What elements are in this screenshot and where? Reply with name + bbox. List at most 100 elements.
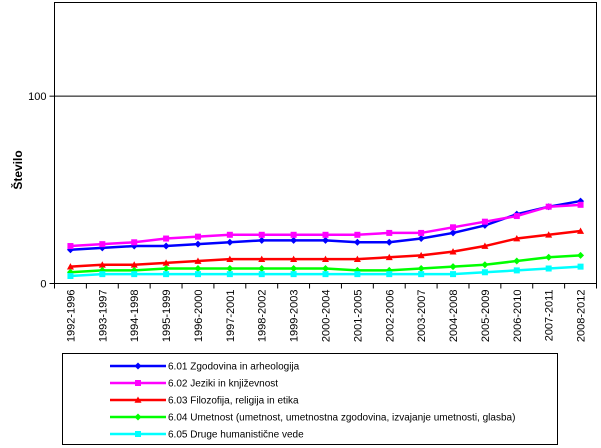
data-point [226, 238, 234, 246]
y-axis-label: Število [10, 150, 25, 189]
data-point [322, 271, 329, 278]
legend-label: 6.05 Druge humanistične vede [168, 430, 304, 441]
data-point [290, 265, 298, 273]
data-point [353, 238, 361, 246]
data-point [290, 271, 297, 278]
data-point [513, 235, 521, 242]
data-point [67, 273, 74, 280]
x-tick-label: 2007-2011 [544, 290, 556, 342]
data-point [322, 236, 329, 244]
x-tick-label: 2002-2006 [384, 290, 396, 343]
data-point [418, 271, 425, 278]
data-point [162, 242, 170, 250]
data-point [226, 265, 234, 273]
x-tick-label: 1998-2002 [257, 290, 269, 343]
data-point [354, 231, 361, 238]
data-point [290, 236, 298, 244]
x-tick-label: 1997-2001 [225, 290, 237, 343]
y-tick-label: 0 [40, 279, 46, 291]
series-2 [67, 201, 584, 250]
x-axis: 1992-1996 1993-1997 1994-1998 1995-1999 1996… [54, 283, 597, 343]
x-tick-label: 2008-2012 [576, 290, 588, 343]
data-point [354, 271, 361, 278]
data-point [194, 257, 202, 264]
data-point [194, 271, 201, 278]
series-3 [66, 227, 585, 270]
data-point [194, 265, 202, 273]
data-point [513, 267, 520, 274]
data-point [385, 238, 393, 246]
data-point [131, 271, 138, 278]
x-tick-label: 2003-2007 [416, 290, 428, 343]
data-point [545, 203, 552, 210]
data-point [418, 229, 425, 236]
data-point [545, 231, 553, 238]
legend: 6.01 Zgodovina in arheologija 6.02 Jeziki… [110, 362, 515, 441]
x-tick-label: 1999-2003 [289, 290, 301, 343]
data-point [545, 265, 552, 272]
data-point [134, 413, 142, 421]
data-point [258, 255, 266, 262]
data-point [386, 271, 393, 278]
data-point [98, 261, 106, 268]
x-tick-label: 2001-2005 [352, 290, 364, 343]
data-point [449, 248, 457, 255]
series-group [66, 197, 585, 280]
data-point [163, 235, 170, 242]
data-point [417, 235, 425, 243]
data-point [481, 261, 489, 269]
legend-label: 6.01 Zgodovina in arheologija [168, 362, 300, 373]
data-point [577, 201, 584, 208]
data-point [134, 362, 142, 370]
series-5 [67, 263, 584, 280]
x-tick-label: 1992-1996 [65, 290, 77, 343]
data-point [577, 263, 584, 270]
data-point [134, 396, 142, 403]
data-point [194, 240, 202, 248]
data-point [417, 265, 425, 273]
legend-label: 6.04 Umetnost (umetnost, umetnostna zgod… [168, 413, 515, 424]
data-point [353, 255, 361, 262]
data-point [290, 231, 297, 238]
data-point [450, 224, 457, 231]
data-point [386, 229, 393, 236]
data-point [290, 255, 298, 262]
data-point [258, 236, 266, 244]
legend-item: 6.05 Druge humanistične vede [110, 430, 304, 441]
data-point [513, 213, 520, 220]
data-point [481, 218, 488, 225]
legend-item: 6.03 Filozofija, religija in etika [110, 396, 299, 407]
data-point [577, 227, 585, 234]
legend-item: 6.02 Jeziki in književnost [110, 379, 278, 390]
data-point [99, 241, 106, 248]
legend-item: 6.01 Zgodovina in arheologija [110, 362, 300, 373]
data-point [66, 263, 74, 270]
data-point [322, 255, 329, 262]
x-tick-label: 2000-2004 [321, 290, 333, 343]
legend-item: 6.04 Umetnost (umetnost, umetnostna zgod… [110, 413, 515, 424]
data-point [258, 231, 265, 238]
x-tick-label: 1996-2000 [193, 290, 205, 343]
data-point [194, 233, 201, 240]
data-point [130, 261, 138, 268]
legend-label: 6.02 Jeziki in književnost [168, 379, 278, 390]
data-point [449, 263, 457, 271]
data-point [135, 380, 141, 386]
x-tick-label: 1994-1998 [129, 290, 141, 343]
x-tick-label: 2004-2008 [448, 290, 460, 343]
data-point [258, 271, 265, 278]
x-tick-label: 2006-2010 [512, 290, 524, 343]
data-point [258, 265, 266, 273]
data-point [545, 253, 553, 261]
data-point [162, 265, 170, 273]
data-point [481, 269, 488, 276]
data-point [226, 271, 233, 278]
data-point [322, 231, 329, 238]
x-tick-label: 1993-1997 [97, 290, 109, 343]
data-point [67, 243, 74, 250]
data-point [163, 271, 170, 278]
data-point [162, 259, 170, 266]
x-tick-label: 2005-2009 [480, 289, 492, 342]
data-point [226, 231, 233, 238]
